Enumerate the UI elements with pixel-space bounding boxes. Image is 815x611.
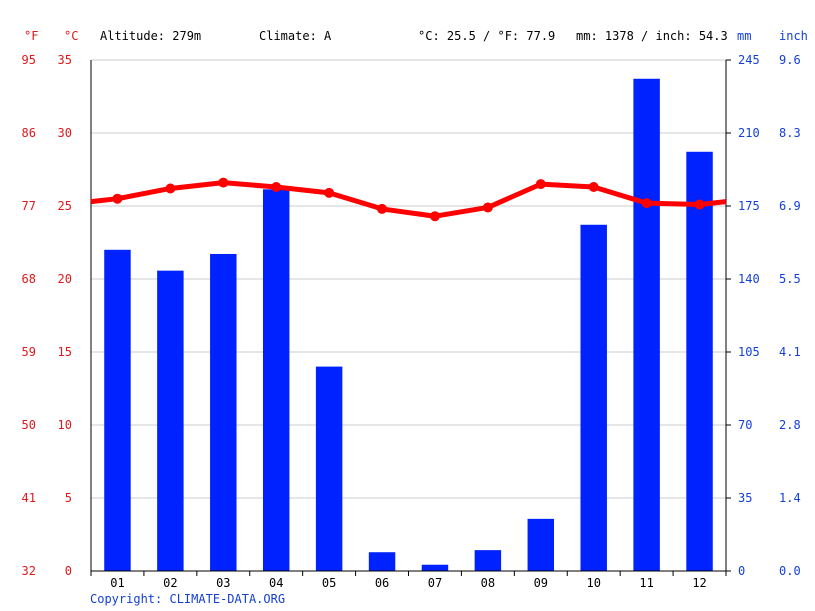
altitude-label: Altitude: 279m [100, 29, 201, 43]
mm-tick-label: 105 [738, 345, 760, 359]
mm-tick-label: 245 [738, 53, 760, 67]
celsius-tick-label: 10 [58, 418, 72, 432]
fahrenheit-unit-label: °F [24, 29, 38, 43]
grid-lines [91, 59, 726, 499]
precipitation-bar [527, 518, 555, 571]
month-label: 06 [375, 576, 389, 590]
temperature-point [324, 187, 335, 198]
precipitation-bar [368, 552, 396, 571]
month-label: 01 [110, 576, 124, 590]
inch-tick-label: 8.3 [779, 126, 801, 140]
temperature-polyline [90, 180, 727, 219]
month-label: 03 [216, 576, 230, 590]
precipitation-summary: mm: 1378 / inch: 54.3 [576, 29, 728, 43]
month-label: 12 [692, 576, 706, 590]
celsius-tick-label: 5 [65, 491, 72, 505]
temperature-point [218, 177, 229, 188]
month-label: 05 [322, 576, 336, 590]
celsius-tick-label: 15 [58, 345, 72, 359]
precipitation-bars [104, 78, 713, 572]
precipitation-bar [474, 550, 502, 571]
inch-tick-label: 0.0 [779, 564, 801, 578]
inch-tick-label: 4.1 [779, 345, 801, 359]
inch-tick-label: 6.9 [779, 199, 801, 213]
mm-unit-label: mm [737, 29, 751, 43]
celsius-tick-label: 25 [58, 199, 72, 213]
fahrenheit-tick-label: 59 [22, 345, 36, 359]
precipitation-bar [262, 189, 290, 572]
copyright-text: Copyright: CLIMATE-DATA.ORG [90, 592, 286, 606]
precipitation-bar [580, 224, 607, 571]
precipitation-bar [210, 253, 237, 571]
precipitation-bar [633, 78, 660, 572]
mm-tick-label: 70 [738, 418, 752, 432]
temperature-point [165, 183, 176, 194]
fahrenheit-tick-label: 95 [22, 53, 36, 67]
temperature-point [588, 182, 599, 193]
celsius-tick-label: 20 [58, 272, 72, 286]
climate-label: Climate: A [259, 29, 332, 43]
fahrenheit-tick-label: 50 [22, 418, 36, 432]
temperature-line [90, 177, 727, 222]
tick-labels: 32 0 41 5 50 10 59 15 68 20 77 25 86 30 95 35 0 0.0 35 1.4 7… [22, 53, 801, 590]
fahrenheit-tick-label: 86 [22, 126, 36, 140]
temperature-point [482, 202, 493, 213]
celsius-tick-label: 30 [58, 126, 72, 140]
temperature-point [694, 199, 705, 210]
temperature-point [535, 179, 546, 190]
celsius-tick-label: 0 [65, 564, 72, 578]
celsius-unit-label: °C [64, 29, 78, 43]
month-label: 11 [639, 576, 653, 590]
precipitation-bar [421, 564, 449, 571]
temperature-summary: °C: 25.5 / °F: 77.9 [418, 29, 555, 43]
mm-tick-label: 35 [738, 491, 752, 505]
temperature-point [641, 198, 652, 209]
month-label: 09 [534, 576, 548, 590]
inch-tick-label: 2.8 [779, 418, 801, 432]
fahrenheit-tick-label: 41 [22, 491, 36, 505]
precipitation-bar [686, 151, 713, 571]
precipitation-bar [157, 270, 184, 571]
month-label: 02 [163, 576, 177, 590]
month-label: 08 [481, 576, 495, 590]
month-label: 10 [586, 576, 600, 590]
celsius-tick-label: 35 [58, 53, 72, 67]
mm-tick-label: 0 [738, 564, 745, 578]
mm-tick-label: 210 [738, 126, 760, 140]
temperature-point [377, 203, 388, 214]
inch-tick-label: 5.5 [779, 272, 801, 286]
temperature-point [429, 211, 440, 222]
temperature-point [112, 193, 123, 204]
mm-tick-label: 140 [738, 272, 760, 286]
inch-unit-label: inch [779, 29, 808, 43]
mm-tick-label: 175 [738, 199, 760, 213]
precipitation-bar [315, 366, 343, 571]
axes [90, 59, 731, 576]
precipitation-bar [104, 249, 131, 572]
fahrenheit-tick-label: 68 [22, 272, 36, 286]
fahrenheit-tick-label: 77 [22, 199, 36, 213]
month-label: 07 [428, 576, 442, 590]
month-label: 04 [269, 576, 283, 590]
inch-tick-label: 9.6 [779, 53, 801, 67]
fahrenheit-tick-label: 32 [22, 564, 36, 578]
temperature-point [271, 182, 282, 193]
inch-tick-label: 1.4 [779, 491, 801, 505]
